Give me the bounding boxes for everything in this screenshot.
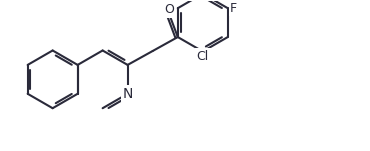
Text: N: N — [122, 87, 133, 101]
Text: O: O — [165, 3, 174, 16]
Text: F: F — [230, 2, 237, 15]
Text: Cl: Cl — [196, 50, 209, 63]
